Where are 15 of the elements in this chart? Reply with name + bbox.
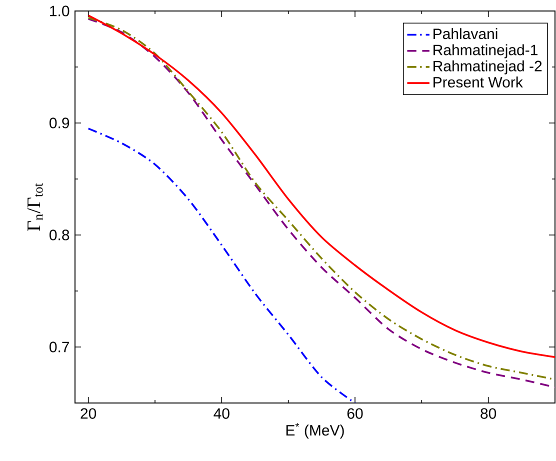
x-tick-label: 60 bbox=[347, 408, 363, 419]
line-series bbox=[87, 128, 356, 403]
y-axis-title: Γ$_{n}$/Γ$_{tot}$ bbox=[28, 183, 43, 231]
x-tick-label: 40 bbox=[214, 408, 230, 419]
legend-label: Present Work bbox=[434, 76, 523, 88]
y-tick-label: 0.9 bbox=[50, 118, 70, 128]
y-tick-label: 0.8 bbox=[50, 230, 70, 240]
x-axis-title: E$^{*}$ (MeV) bbox=[286, 423, 344, 439]
legend-label: Rahmatinejad-1 bbox=[434, 44, 538, 58]
legend-label: Rahmatinejad -2 bbox=[434, 60, 542, 74]
x-tick-label: 20 bbox=[80, 408, 96, 419]
legend-label: Pahlavani bbox=[434, 28, 498, 40]
y-tick-label: 0.7 bbox=[50, 342, 70, 352]
y-tick-label: 1.0 bbox=[50, 6, 70, 16]
x-tick-label: 80 bbox=[480, 408, 496, 419]
